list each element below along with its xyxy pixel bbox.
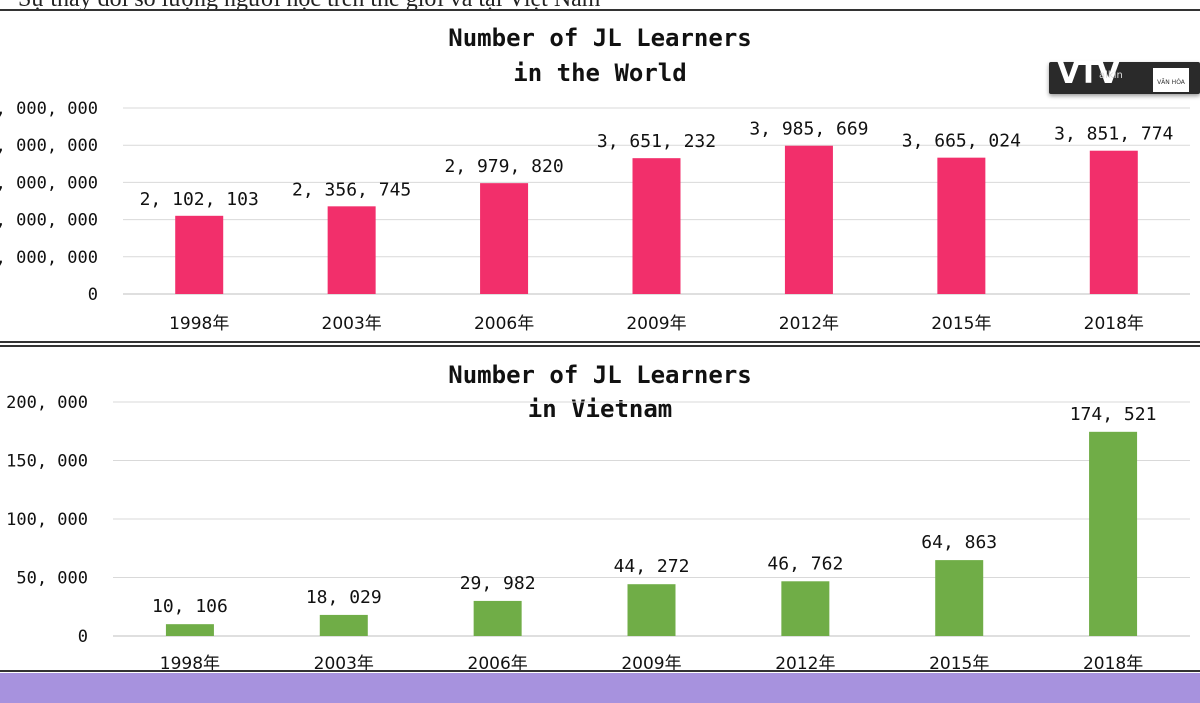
data-label-1: 18, 029 <box>306 587 382 608</box>
data-label-2: 2, 979, 820 <box>444 156 563 177</box>
x-tick-label-1: 2003年 <box>322 314 382 334</box>
y-tick-label-4: 200, 000 <box>6 393 88 413</box>
logo-badge: VĂN HÓA <box>1153 68 1189 92</box>
chart-title-line-0: Number of JL Learners <box>448 361 751 389</box>
data-label-2: 29, 982 <box>460 573 536 594</box>
data-label-4: 46, 762 <box>767 553 843 574</box>
y-tick-label-2: 2, 000, 000 <box>0 211 98 231</box>
data-label-0: 2, 102, 103 <box>140 189 259 210</box>
x-tick-label-0: 1998年 <box>160 654 220 670</box>
bottom-color-band <box>0 673 1200 703</box>
x-tick-label-4: 2012年 <box>779 314 839 334</box>
x-tick-label-5: 2015年 <box>929 654 989 670</box>
bar-2015年 <box>937 157 986 294</box>
x-tick-label-2: 2006年 <box>468 654 528 670</box>
middle-divider-bottom <box>0 345 1200 347</box>
top-divider <box>0 9 1200 11</box>
bar-2009年 <box>627 584 676 636</box>
bar-2006年 <box>480 183 529 294</box>
x-tick-label-3: 2009年 <box>621 654 681 670</box>
bar-2012年 <box>784 145 833 294</box>
vietnam-learners-chart: Number of JL Learners in Vietnam 0 50, 000 1… <box>6 361 1190 670</box>
bottom-divider <box>0 670 1200 672</box>
y-tick-label-2: 100, 000 <box>6 510 88 530</box>
x-tick-label-2: 2006年 <box>474 314 534 334</box>
middle-divider-top <box>0 341 1200 343</box>
bar-2018年 <box>1089 150 1138 294</box>
bar-2003年 <box>327 206 376 294</box>
y-tick-label-4: 4, 000, 000 <box>0 136 98 156</box>
y-tick-label-3: 3, 000, 000 <box>0 173 98 193</box>
bar-2018年 <box>1089 431 1138 636</box>
y-tick-label-5: 5, 000, 000 <box>0 99 98 119</box>
bar-1998年 <box>165 624 214 636</box>
chart-title-line-1: in Vietnam <box>528 395 673 423</box>
data-label-6: 174, 521 <box>1070 404 1157 425</box>
bar-2012年 <box>781 581 830 636</box>
data-label-5: 3, 665, 024 <box>902 131 1021 152</box>
x-tick-label-3: 2009年 <box>626 314 686 334</box>
x-tick-label-4: 2012年 <box>775 654 835 670</box>
data-label-3: 3, 651, 232 <box>597 131 716 152</box>
data-label-5: 64, 863 <box>921 532 997 553</box>
logo-subtitle: alkin <box>1099 70 1123 81</box>
y-tick-label-3: 150, 000 <box>6 452 88 472</box>
data-label-4: 3, 985, 669 <box>749 119 868 140</box>
x-tick-label-0: 1998年 <box>169 314 229 334</box>
bar-2006年 <box>473 600 522 636</box>
bar-1998年 <box>175 215 224 294</box>
bar-2003年 <box>319 614 368 636</box>
bar-2009年 <box>632 158 681 294</box>
data-label-6: 3, 851, 774 <box>1054 124 1173 145</box>
data-label-3: 44, 272 <box>614 556 690 577</box>
world-learners-chart: Number of JL Learners in the World 0 1, 000… <box>0 24 1190 334</box>
logo-mark: VTV <box>1057 56 1120 91</box>
data-label-1: 2, 356, 745 <box>292 179 411 200</box>
y-tick-label-1: 1, 000, 000 <box>0 248 98 268</box>
x-tick-label-6: 2018年 <box>1083 654 1143 670</box>
x-tick-label-1: 2003年 <box>314 654 374 670</box>
y-tick-label-1: 50, 000 <box>16 569 88 589</box>
y-tick-label-0: 0 <box>78 627 88 647</box>
chart-title-line-0: Number of JL Learners <box>448 24 751 52</box>
channel-logo: VTV alkin VĂN HÓA <box>1049 56 1200 94</box>
x-tick-label-5: 2015年 <box>931 314 991 334</box>
data-label-0: 10, 106 <box>152 596 228 617</box>
y-tick-label-0: 0 <box>88 285 98 305</box>
x-tick-label-6: 2018年 <box>1084 314 1144 334</box>
chart-title-line-1: in the World <box>513 59 686 87</box>
bar-2015年 <box>935 560 984 636</box>
